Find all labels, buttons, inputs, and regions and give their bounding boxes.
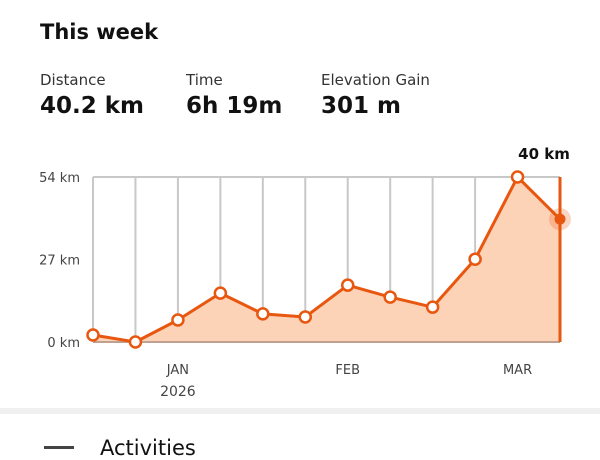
page-title: This week (40, 20, 159, 44)
area-fill (93, 177, 560, 342)
data-point (213, 286, 228, 300)
stat-elevation: Elevation Gain 301 m (321, 71, 430, 119)
stat-distance: Distance 40.2 km (40, 71, 144, 119)
activities-link[interactable]: Activities (100, 436, 196, 460)
series-line (92, 175, 562, 344)
data-point (383, 290, 397, 304)
y-tick-label: 54 km (39, 171, 80, 186)
data-point-selected (554, 213, 566, 225)
stat-value: 301 m (321, 93, 401, 119)
stat-label: Elevation Gain (321, 71, 430, 89)
stat-value: 6h 19m (186, 93, 283, 119)
data-point (86, 328, 100, 342)
data-point (340, 278, 355, 292)
weekly-distance-chart[interactable]: 54 km 27 km 0 km JAN 2026 FEB MAR 40 km (0, 140, 600, 405)
data-point (298, 310, 313, 324)
stat-value: 40.2 km (40, 93, 145, 119)
stat-time: Time 6h 19m (186, 71, 282, 119)
data-point (510, 170, 525, 184)
data-point (425, 300, 440, 314)
data-point (256, 307, 270, 321)
x-tick-label: JAN (166, 363, 189, 378)
activities-icon (44, 446, 74, 449)
x-tick-label: FEB (335, 363, 360, 378)
y-tick-label: 0 km (47, 336, 80, 351)
stat-label: Time (186, 71, 223, 89)
stat-label: Distance (40, 71, 106, 89)
selected-value-label: 40 km (518, 145, 570, 163)
data-point (171, 313, 185, 327)
y-tick-label: 27 km (39, 254, 80, 269)
data-point (468, 252, 482, 266)
x-tick-label: MAR (503, 363, 532, 378)
section-divider (0, 408, 600, 414)
x-tick-sublabel: 2026 (160, 384, 196, 400)
data-point (128, 335, 143, 349)
